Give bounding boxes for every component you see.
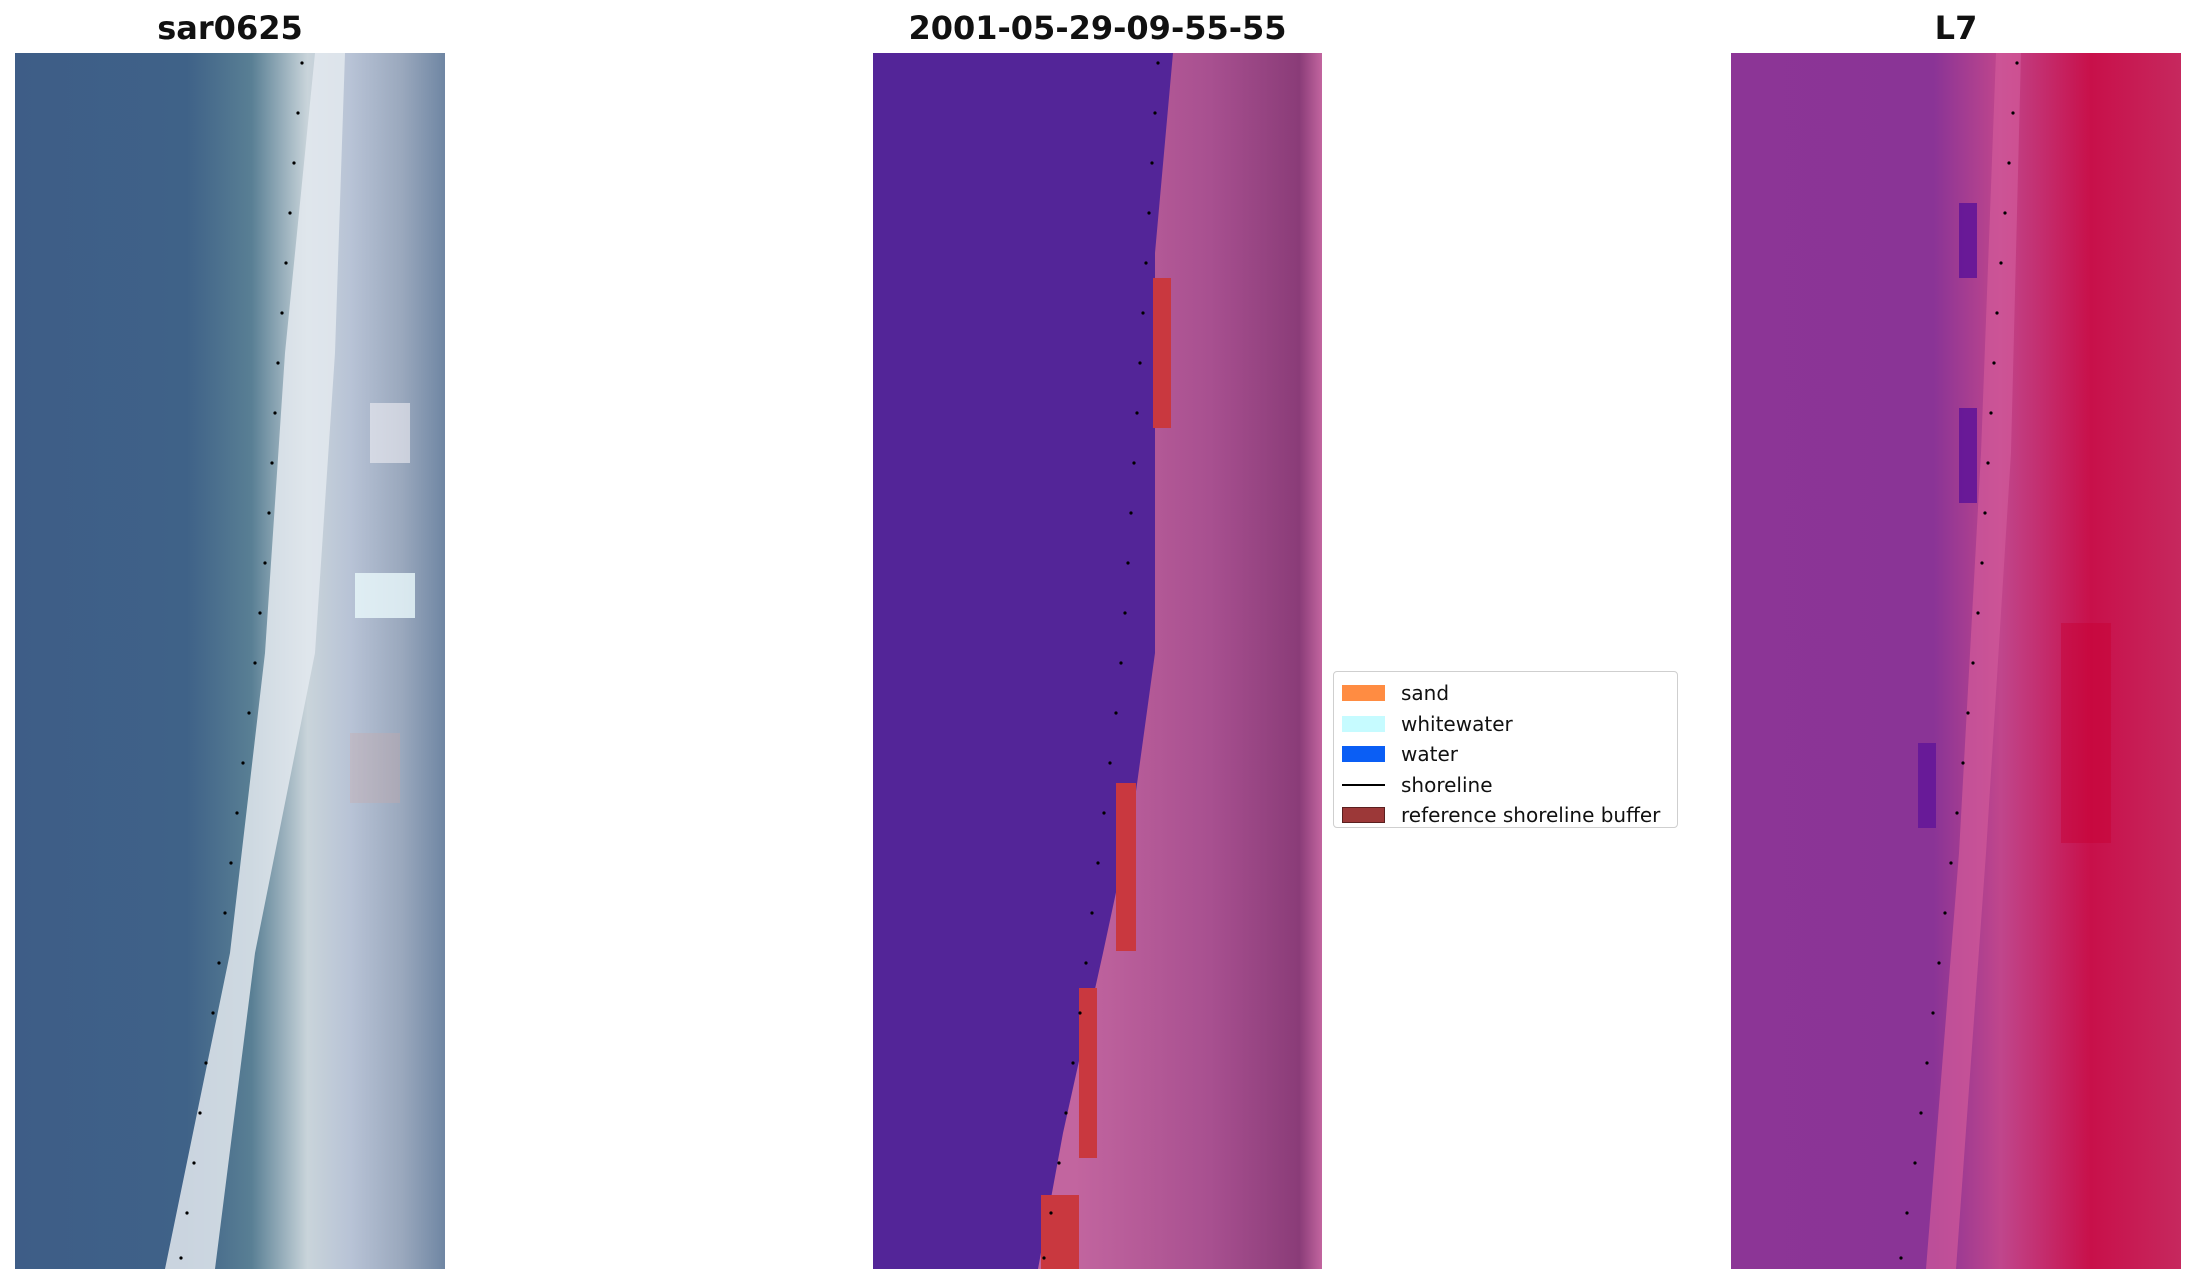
shoreline-line-swatch [1342,783,1385,786]
classified-panel-title: 2001-05-29-09-55-55 [908,9,1287,47]
index-image-panel [1731,53,2181,1269]
legend: sand whitewater water shoreline referenc… [1333,671,1678,828]
reference-buffer-segment [1116,783,1136,951]
rgb-panel-title: sar0625 [157,9,303,47]
reference-buffer-segment [1153,278,1171,428]
classified-image-panel [873,53,1322,1269]
legend-item-whitewater: whitewater [1342,709,1669,740]
reference-buffer-segment [1041,1195,1079,1269]
reference-buffer-swatch [1342,807,1385,824]
legend-label-reference-buffer: reference shoreline buffer [1401,803,1661,828]
whitewater-swatch [1342,715,1385,732]
index-image [1731,53,2181,1269]
classified-shoreline-dots [1042,61,1160,1260]
legend-label-whitewater: whitewater [1401,711,1513,736]
legend-label-sand: sand [1401,681,1450,706]
index-shoreline-dots [1899,61,2019,1260]
index-panel-title: L7 [1934,9,1978,47]
legend-label-water: water [1401,742,1458,767]
reference-buffer-segment [1079,988,1097,1158]
legend-item-water: water [1342,739,1669,770]
rgb-image-panel [15,53,445,1269]
rgb-image [15,53,445,1269]
sand-swatch [1342,685,1385,702]
legend-item-reference-buffer: reference shoreline buffer [1342,800,1669,831]
classified-image [873,53,1322,1269]
legend-item-sand: sand [1342,678,1669,709]
legend-item-shoreline: shoreline [1342,770,1669,801]
rgb-shoreline-dots [179,61,304,1260]
classified-water-region [873,53,1173,1269]
legend-label-shoreline: shoreline [1401,772,1493,797]
water-swatch [1342,746,1385,763]
